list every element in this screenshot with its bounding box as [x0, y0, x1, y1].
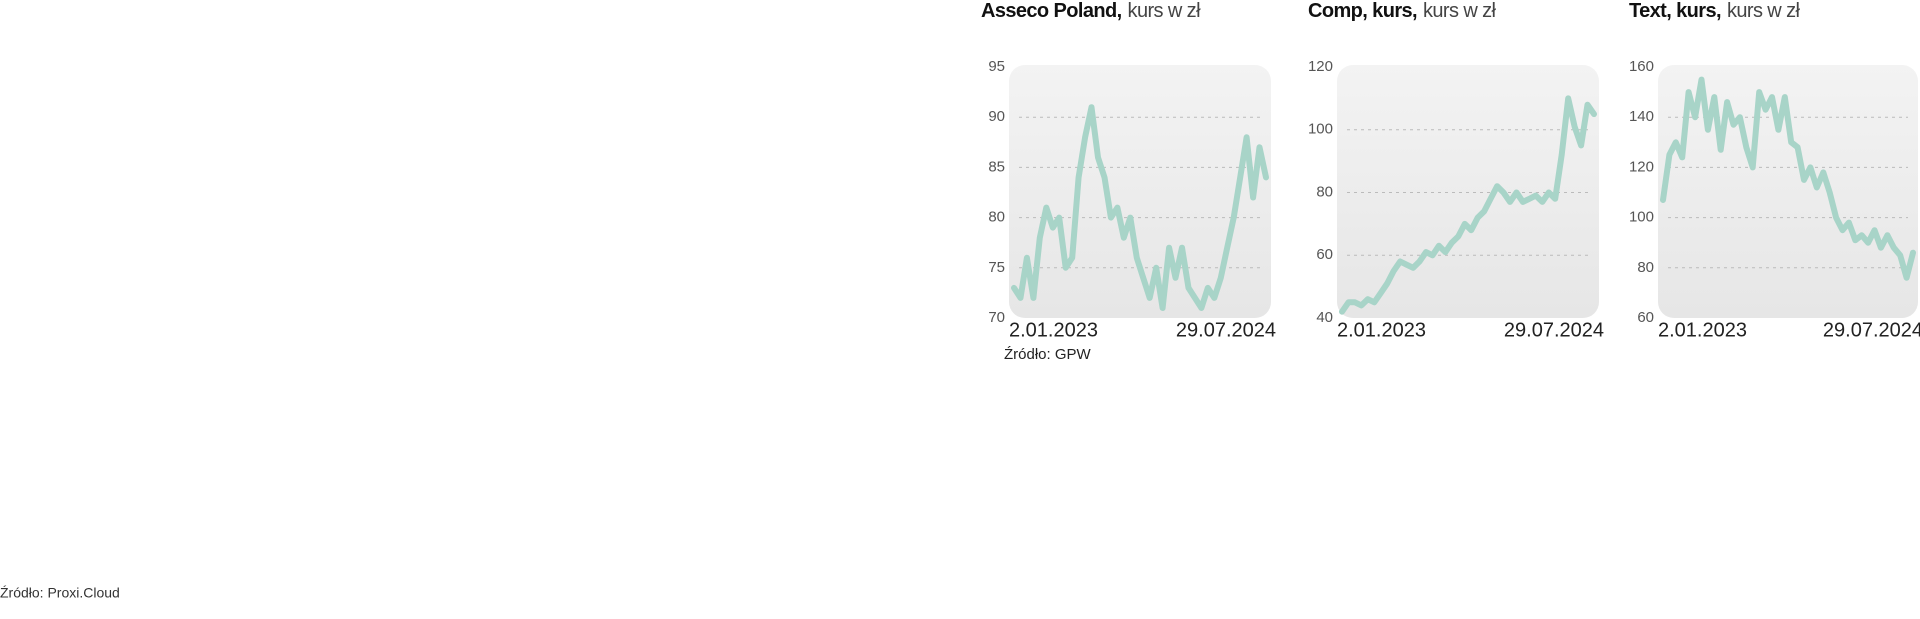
- title-light: kurs w zł: [1423, 0, 1497, 22]
- price-line: [1339, 95, 1597, 315]
- y-tick-label: 40: [1316, 309, 1333, 326]
- title-light: kurs w zł: [1727, 0, 1801, 22]
- chart: Asseco Poland, kurs w zł 70 75 80 85 90 95 2.01.…: [981, 0, 1276, 363]
- price-line: [1660, 76, 1916, 281]
- y-tick-label: 90: [988, 108, 1005, 125]
- y-tick-label: 80: [988, 209, 1005, 226]
- y-tick-label: 120: [1308, 58, 1333, 75]
- x-tick-label: 29.07.2024: [1823, 319, 1920, 341]
- footer-source: Źródło: Proxi.Cloud: [0, 585, 120, 601]
- chart: Comp, kurs, kurs w zł 40 60 80 100 120 2.01.202…: [1308, 0, 1604, 341]
- title-bold: Asseco Poland,: [981, 0, 1122, 22]
- title-bold: Comp, kurs,: [1308, 0, 1417, 22]
- chart-title: Asseco Poland, kurs w zł: [981, 0, 1201, 22]
- price-line: [1011, 104, 1269, 311]
- chart-source: Źródło: GPW: [1004, 346, 1092, 363]
- y-tick-label: 70: [988, 309, 1005, 326]
- y-tick-label: 60: [1637, 309, 1654, 326]
- y-tick-label: 160: [1629, 58, 1654, 75]
- title-bold: Text, kurs,: [1629, 0, 1721, 22]
- y-tick-label: 80: [1316, 183, 1333, 200]
- y-tick-label: 100: [1308, 121, 1333, 138]
- x-tick-label: 29.07.2024: [1176, 319, 1276, 341]
- y-tick-label: 100: [1629, 209, 1654, 226]
- chart-title: Text, kurs, kurs w zł: [1629, 0, 1801, 22]
- y-tick-label: 85: [988, 158, 1005, 175]
- plot-background: [1337, 65, 1599, 318]
- x-tick-label: 29.07.2024: [1504, 319, 1604, 341]
- title-light: kurs w zł: [1128, 0, 1202, 22]
- x-tick-label: 2.01.2023: [1658, 319, 1747, 341]
- x-tick-label: 2.01.2023: [1009, 319, 1098, 341]
- y-tick-label: 95: [988, 58, 1005, 75]
- y-tick-label: 75: [988, 259, 1005, 276]
- chart-title: Comp, kurs, kurs w zł: [1308, 0, 1497, 22]
- y-tick-label: 140: [1629, 108, 1654, 125]
- y-tick-label: 60: [1316, 246, 1333, 263]
- y-tick-label: 80: [1637, 259, 1654, 276]
- chart: Text, kurs, kurs w zł 60 80 100 120 140 160 2.01…: [1629, 0, 1920, 341]
- y-tick-label: 120: [1629, 158, 1654, 175]
- plot-background: [1009, 65, 1271, 318]
- x-tick-label: 2.01.2023: [1337, 319, 1426, 341]
